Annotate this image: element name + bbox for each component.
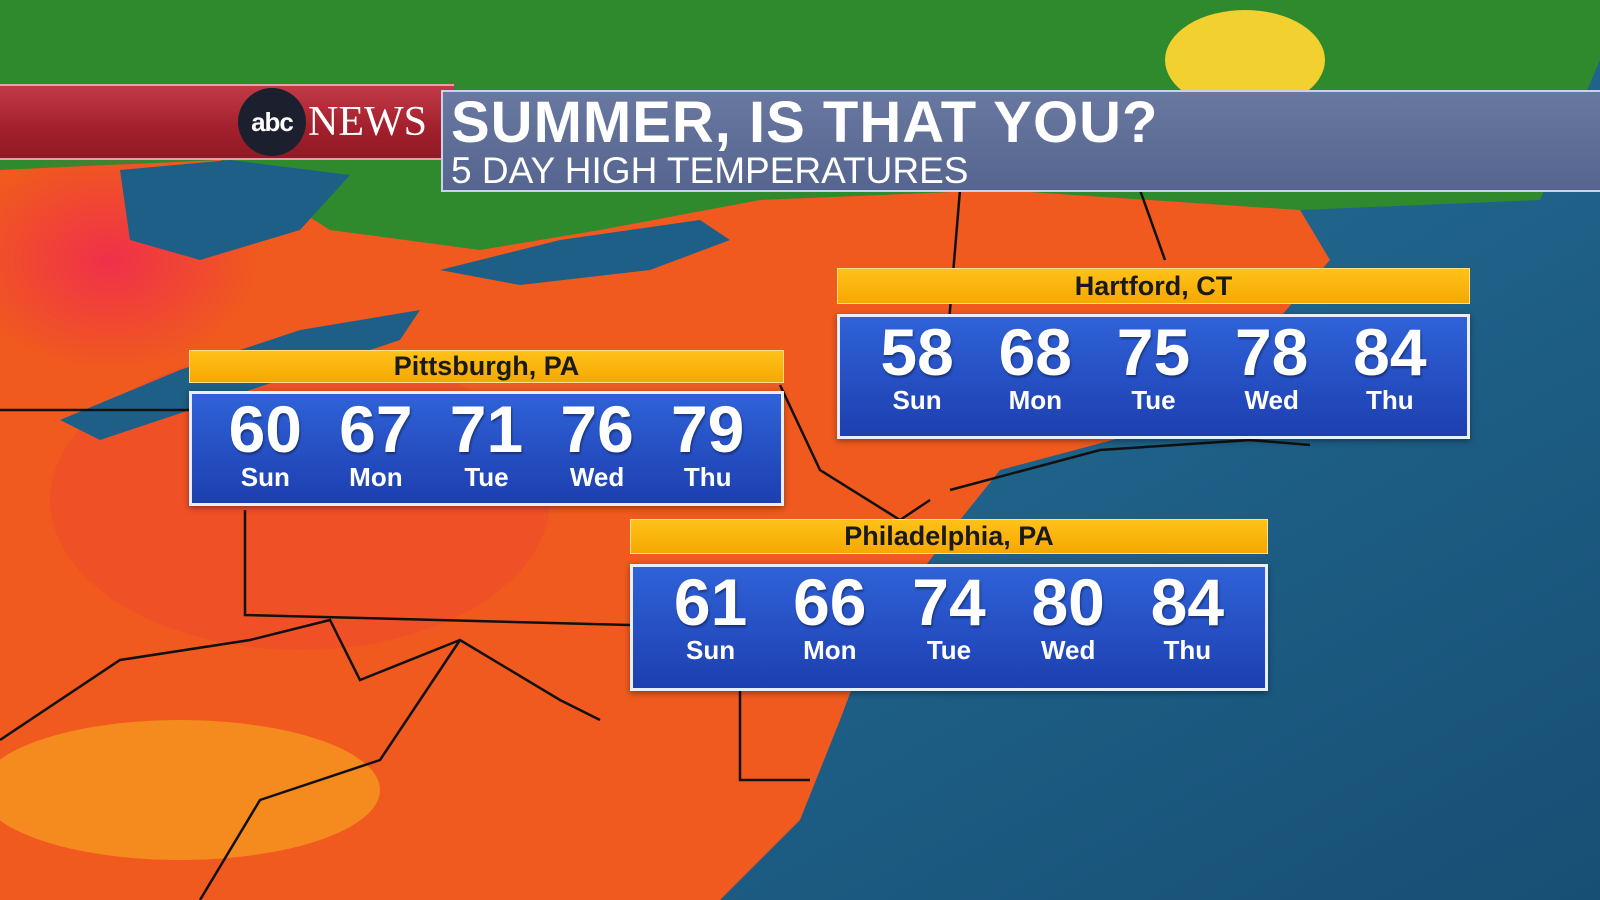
forecast-day: 58 Sun bbox=[880, 317, 953, 436]
temp: 68 bbox=[998, 315, 1072, 389]
day-name: Sun bbox=[892, 385, 942, 415]
abc-news-logo: abc NEWS bbox=[238, 88, 427, 156]
forecast-day: 60 Sun bbox=[229, 394, 302, 503]
city-panel-pittsburgh: Pittsburgh, PA 60 Sun 67 Mon 71 Tue 76 Wed 7… bbox=[189, 350, 784, 506]
forecast-box: 61 Sun 66 Mon 74 Tue 80 Wed 84 Thu bbox=[630, 564, 1268, 691]
temp: 61 bbox=[673, 565, 748, 639]
forecast-box: 58 Sun 68 Mon 75 Tue 78 Wed 84 Thu bbox=[837, 314, 1470, 439]
day-name: Wed bbox=[1244, 385, 1299, 415]
temp: 75 bbox=[1116, 315, 1191, 389]
temp: 84 bbox=[1150, 565, 1225, 639]
lake-huron bbox=[120, 160, 350, 260]
day-name: Thu bbox=[1163, 635, 1212, 665]
forecast-day: 61 Sun bbox=[674, 567, 747, 688]
day-name: Tue bbox=[464, 462, 509, 492]
day-name: Tue bbox=[1131, 385, 1176, 415]
temp: 76 bbox=[560, 392, 634, 466]
temp: 66 bbox=[793, 565, 867, 639]
temp: 84 bbox=[1353, 315, 1427, 389]
city-panel-philadelphia: Philadelphia, PA 61 Sun 66 Mon 74 Tue 80 Wed… bbox=[630, 519, 1268, 691]
forecast-day: 71 Tue bbox=[450, 394, 523, 503]
headline: SUMMER, IS THAT YOU? bbox=[451, 90, 1159, 155]
city-panel-hartford: Hartford, CT 58 Sun 68 Mon 75 Tue 78 Wed 84 T… bbox=[837, 268, 1470, 439]
day-name: Wed bbox=[1040, 635, 1096, 665]
day-name: Sun bbox=[240, 462, 290, 492]
day-name: Mon bbox=[1008, 385, 1062, 415]
temp: 71 bbox=[449, 392, 524, 466]
day-name: Mon bbox=[349, 462, 403, 492]
network-banner bbox=[0, 84, 454, 160]
forecast-day: 79 Thu bbox=[671, 394, 744, 503]
day-name: Thu bbox=[683, 462, 732, 492]
forecast-day: 76 Wed bbox=[560, 394, 633, 503]
forecast-day: 75 Tue bbox=[1117, 317, 1190, 436]
forecast-day: 80 Wed bbox=[1031, 567, 1104, 688]
abc-logo-circle: abc bbox=[238, 88, 306, 156]
temp: 67 bbox=[339, 392, 413, 466]
temp: 78 bbox=[1234, 315, 1309, 389]
day-name: Mon bbox=[803, 635, 857, 665]
forecast-day: 68 Mon bbox=[999, 317, 1072, 436]
temp: 58 bbox=[880, 315, 954, 389]
temp: 79 bbox=[670, 392, 745, 466]
forecast-day: 74 Tue bbox=[912, 567, 985, 688]
temp: 80 bbox=[1031, 565, 1105, 639]
city-label: Hartford, CT bbox=[837, 268, 1470, 304]
forecast-box: 60 Sun 67 Mon 71 Tue 76 Wed 79 Thu bbox=[189, 391, 784, 506]
lake-ontario bbox=[440, 220, 730, 285]
title-box: SUMMER, IS THAT YOU? 5 DAY HIGH TEMPERAT… bbox=[441, 90, 1600, 192]
subheadline: 5 DAY HIGH TEMPERATURES bbox=[451, 150, 969, 191]
forecast-day: 84 Thu bbox=[1353, 317, 1426, 436]
forecast-day: 78 Wed bbox=[1235, 317, 1308, 436]
forecast-day: 67 Mon bbox=[339, 394, 412, 503]
forecast-day: 66 Mon bbox=[793, 567, 866, 688]
temp: 74 bbox=[912, 565, 986, 639]
city-label: Philadelphia, PA bbox=[630, 519, 1268, 554]
state-borders bbox=[0, 189, 1311, 900]
forecast-day: 84 Thu bbox=[1151, 567, 1224, 688]
day-name: Thu bbox=[1366, 385, 1414, 415]
news-wordmark: NEWS bbox=[308, 99, 427, 145]
city-label: Pittsburgh, PA bbox=[189, 350, 784, 383]
temp: 60 bbox=[228, 392, 302, 466]
day-name: Wed bbox=[569, 462, 625, 492]
day-name: Tue bbox=[926, 635, 972, 665]
day-name: Sun bbox=[686, 635, 736, 665]
